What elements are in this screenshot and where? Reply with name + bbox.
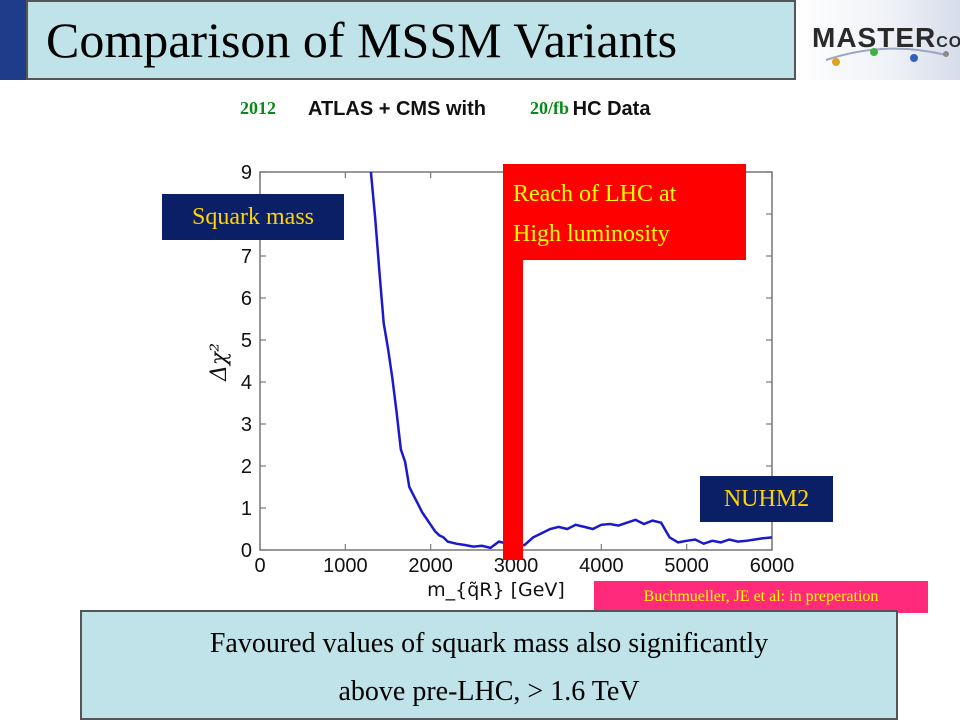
reach-line-2: High luminosity <box>513 221 670 247</box>
page-title: Comparison of MSSM Variants <box>46 12 678 68</box>
y-tick-label: 2 <box>241 456 252 478</box>
x-tick-label: 6000 <box>750 555 795 577</box>
chi2-curve <box>369 172 772 550</box>
x-tick-label: 0 <box>254 555 265 577</box>
conclusion-line-2: above pre-LHC, > 1.6 TeV <box>338 676 640 707</box>
y-tick-label: 3 <box>241 414 252 436</box>
y-tick-label: 4 <box>241 372 252 394</box>
subtitle-luminosity: 20/fb <box>526 98 574 119</box>
model-label: NUHM2 <box>700 476 833 522</box>
y-tick-label: 1 <box>241 498 252 520</box>
y-tick-label: 7 <box>241 246 252 268</box>
y-tick-label: 0 <box>241 540 252 562</box>
reach-line-1: Reach of LHC at <box>513 181 677 207</box>
subtitle-year: 2012 <box>240 98 276 119</box>
credit-label: Buchmueller, JE et al: in preperation <box>593 580 929 614</box>
logo-main: MASTER <box>812 22 937 53</box>
x-tick-label: 4000 <box>579 555 624 577</box>
squark-mass-label: Squark mass <box>162 194 344 240</box>
lhc-reach-label: Reach of LHC at High luminosity <box>503 164 746 260</box>
conclusion-box: Favoured values of squark mass also sign… <box>80 610 898 720</box>
y-tick-label: 6 <box>241 288 252 310</box>
conclusion-line-1: Favoured values of squark mass also sign… <box>209 628 769 659</box>
x-axis-label: m_{q̃R} [GeV] <box>427 579 565 601</box>
logo-sub: CODE <box>936 34 960 51</box>
logo-orbit-icon <box>825 47 949 66</box>
x-tick-label: 3000 <box>494 555 539 577</box>
left-accent-bar <box>0 0 26 80</box>
subtitle-text-a: ATLAS + CMS with <box>308 98 486 120</box>
x-tick-label: 5000 <box>664 555 709 577</box>
y-tick-label: 5 <box>241 330 252 352</box>
mastercode-logo: MASTERCODE <box>796 0 960 80</box>
y-axis-label: Δχ² <box>207 343 232 382</box>
lhc-reach-band <box>503 255 523 560</box>
logo-text: MASTERCODE <box>812 22 960 54</box>
x-tick-label: 1000 <box>323 555 368 577</box>
y-tick-label: 9 <box>241 162 252 184</box>
x-tick-label: 2000 <box>408 555 453 577</box>
title-banner: Comparison of MSSM Variants <box>26 0 796 80</box>
